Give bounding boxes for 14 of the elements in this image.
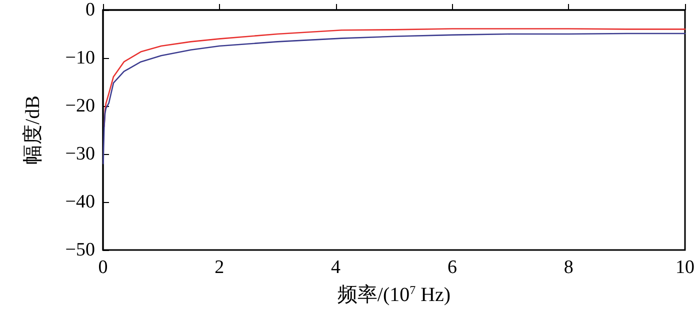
y-tick-label: −20 [65, 96, 95, 116]
line-series [102, 32, 686, 164]
x-tick-label: 0 [98, 257, 108, 278]
y-tick-label: 0 [86, 0, 95, 20]
y-tick-label: −50 [65, 240, 95, 260]
x-tick-label: 4 [331, 257, 342, 278]
x-tick-label: 6 [447, 257, 457, 278]
y-tick-label: −10 [65, 48, 95, 68]
y-tick-label: −40 [65, 192, 95, 212]
x-tick-label: 8 [564, 257, 574, 278]
x-tick-label: 2 [214, 257, 224, 278]
x-tick-label: 10 [676, 257, 694, 278]
y-axis-title: 幅度/dB [22, 96, 44, 164]
y-tick-label: −30 [65, 144, 95, 164]
